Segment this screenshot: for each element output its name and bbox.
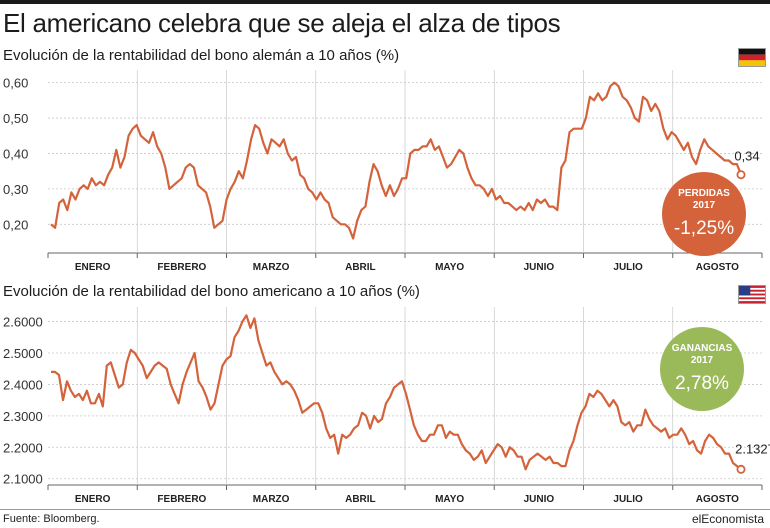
y-tick-label: 2.2000: [3, 440, 43, 455]
result-badge: [660, 327, 744, 411]
y-tick-label: 0,20: [3, 217, 28, 232]
badge-year: 2017: [691, 355, 714, 366]
y-tick-label: 0,50: [3, 111, 28, 126]
y-tick-label: 2.1000: [3, 472, 43, 487]
y-tick-label: 2.4000: [3, 377, 43, 392]
month-label: AGOSTO: [696, 262, 739, 273]
badge-value: -1,25%: [674, 218, 734, 239]
series-line: [50, 81, 743, 240]
month-label: ABRIL: [345, 494, 376, 505]
month-label: ABRIL: [345, 262, 376, 273]
month-label: JUNIO: [524, 262, 555, 273]
footer-rule: [0, 509, 770, 510]
end-value-label: 0,34: [734, 149, 759, 164]
result-badge: [662, 172, 746, 256]
month-label: MAYO: [435, 494, 464, 505]
month-label: MARZO: [253, 494, 290, 505]
chart-2-us-bond: 2.1000 2.2000 2.3000 2.4000 2.5000 2.6000 ENER…: [3, 307, 770, 505]
badge-title: GANANCIAS: [672, 343, 733, 354]
badge-year: 2017: [693, 200, 716, 211]
chart-2-title: Evolución de la rentabilidad del bono am…: [3, 283, 420, 300]
month-label: MAYO: [435, 262, 464, 273]
page-title: El americano celebra que se aleja el alz…: [3, 8, 561, 38]
end-point: [736, 170, 746, 180]
top-rule: [0, 0, 770, 4]
source-note: Fuente: Bloomberg.: [3, 513, 100, 525]
month-label: MARZO: [253, 262, 290, 273]
series-line: [51, 314, 742, 471]
month-label: ENERO: [75, 262, 111, 273]
month-label: JULIO: [613, 494, 643, 505]
end-value-label: 2.1327: [735, 441, 770, 456]
y-tick-label: 2.3000: [3, 409, 43, 424]
usa-flag-icon: [738, 285, 766, 304]
chart-1-german-bond: 0,20 0,30 0,40 0,50 0,60 ENERO FEBRERO MARZO ABR…: [3, 70, 763, 273]
month-label: FEBRERO: [157, 262, 206, 273]
month-label: FEBRERO: [157, 494, 206, 505]
chart-1-title: Evolución de la rentabilidad del bono al…: [3, 47, 400, 64]
y-tick-label: 2.6000: [3, 315, 43, 330]
month-label: AGOSTO: [696, 494, 739, 505]
brand-logo: elEconomista: [691, 512, 764, 526]
y-tick-label: 2.5000: [3, 346, 43, 361]
y-tick-label: 0,60: [3, 76, 28, 91]
month-label: ENERO: [75, 494, 111, 505]
month-label: JULIO: [613, 262, 643, 273]
germany-flag-icon: [738, 48, 766, 67]
badge-title: PERDIDAS: [678, 188, 730, 199]
y-tick-label: 0,40: [3, 146, 28, 161]
badge-value: 2,78%: [675, 373, 729, 394]
end-point: [736, 464, 746, 474]
month-label: JUNIO: [524, 494, 555, 505]
y-tick-label: 0,30: [3, 182, 28, 197]
